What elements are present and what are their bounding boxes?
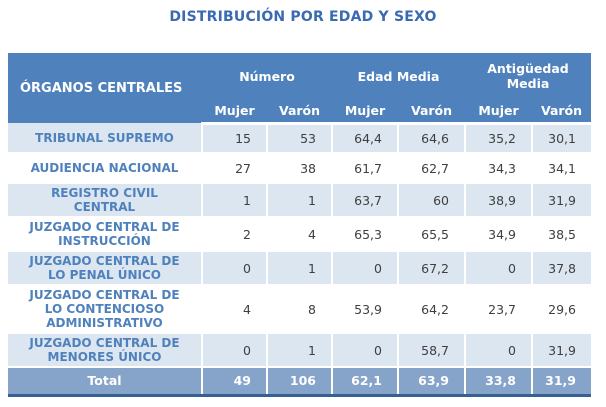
cell-edad-mujer: 53,9 — [332, 285, 399, 334]
cell-antiguedad-varon: 34,1 — [532, 153, 591, 184]
cell-numero-varon: 1 — [267, 251, 333, 286]
cell-edad-varon: 67,2 — [398, 251, 466, 286]
total-edad-varon: 63,9 — [398, 367, 466, 397]
table-header: ÓRGANOS CENTRALES Número Edad Media Anti… — [8, 53, 591, 125]
cell-antiguedad-varon: 31,9 — [532, 183, 591, 218]
page-title: DISTRIBUCIÓN POR EDAD Y SEXO — [169, 9, 437, 25]
cell-edad-varon: 58,7 — [398, 333, 466, 368]
subheader-antiguedad-varon: Varón — [532, 99, 591, 125]
table-footer: Total 49 106 62,1 63,9 33,8 31,9 — [8, 367, 591, 397]
row-label: REGISTRO CIVIL CENTRAL — [8, 183, 203, 218]
table-row: JUZGADO CENTRAL DE INSTRUCCIÓN 2 4 65,3 … — [8, 217, 591, 252]
cell-numero-mujer: 27 — [202, 153, 268, 184]
row-label: JUZGADO CENTRAL DE INSTRUCCIÓN — [8, 217, 203, 252]
total-antiguedad-varon: 31,9 — [532, 367, 591, 397]
cell-numero-varon: 53 — [267, 123, 333, 154]
cell-edad-varon: 60 — [398, 183, 466, 218]
cell-numero-varon: 1 — [267, 333, 333, 368]
group-header-numero: Número — [202, 53, 332, 99]
cell-numero-mujer: 0 — [202, 333, 268, 368]
group-header-antiguedad-media: Antigüedad Media — [465, 53, 591, 99]
cell-antiguedad-varon: 37,8 — [532, 251, 591, 286]
cell-edad-varon: 65,5 — [398, 217, 466, 252]
age-sex-distribution-table: ÓRGANOS CENTRALES Número Edad Media Anti… — [8, 53, 591, 397]
total-numero-varon: 106 — [267, 367, 333, 397]
table-row: JUZGADO CENTRAL DE MENORES ÚNICO 0 1 0 5… — [8, 333, 591, 368]
table-body: TRIBUNAL SUPREMO 15 53 64,4 64,6 35,2 30… — [8, 123, 591, 368]
row-label: JUZGADO CENTRAL DE LO CONTENCIOSO ADMINI… — [8, 285, 203, 334]
cell-numero-varon: 4 — [267, 217, 333, 252]
table-row: AUDIENCIA NACIONAL 27 38 61,7 62,7 34,3 … — [8, 153, 591, 184]
cell-antiguedad-mujer: 23,7 — [465, 285, 533, 334]
cell-edad-varon: 62,7 — [398, 153, 466, 184]
cell-antiguedad-mujer: 0 — [465, 333, 533, 368]
group-header-edad-media-label: Edad Media — [357, 68, 440, 84]
total-row: Total 49 106 62,1 63,9 33,8 31,9 — [8, 367, 591, 397]
cell-antiguedad-varon: 29,6 — [532, 285, 591, 334]
cell-antiguedad-varon: 31,9 — [532, 333, 591, 368]
table-row: JUZGADO CENTRAL DE LO PENAL ÚNICO 0 1 0 … — [8, 251, 591, 286]
subheader-edad-mujer: Mujer — [332, 99, 398, 125]
cell-antiguedad-mujer: 0 — [465, 251, 533, 286]
cell-antiguedad-mujer: 38,9 — [465, 183, 533, 218]
table-row: TRIBUNAL SUPREMO 15 53 64,4 64,6 35,2 30… — [8, 123, 591, 154]
row-label: JUZGADO CENTRAL DE MENORES ÚNICO — [8, 333, 203, 368]
cell-antiguedad-mujer: 34,9 — [465, 217, 533, 252]
cell-edad-varon: 64,6 — [398, 123, 466, 154]
cell-edad-mujer: 64,4 — [332, 123, 399, 154]
cell-numero-mujer: 1 — [202, 183, 268, 218]
cell-edad-mujer: 63,7 — [332, 183, 399, 218]
cell-antiguedad-varon: 30,1 — [532, 123, 591, 154]
row-label: TRIBUNAL SUPREMO — [8, 123, 203, 154]
subheader-edad-varon: Varón — [398, 99, 465, 125]
cell-edad-varon: 64,2 — [398, 285, 466, 334]
group-header-antiguedad-media-label: Antigüedad Media — [487, 61, 569, 91]
table-row: JUZGADO CENTRAL DE LO CONTENCIOSO ADMINI… — [8, 285, 591, 334]
cell-edad-mujer: 61,7 — [332, 153, 399, 184]
table-row: REGISTRO CIVIL CENTRAL 1 1 63,7 60 38,9 … — [8, 183, 591, 218]
cell-numero-varon: 1 — [267, 183, 333, 218]
row-label: JUZGADO CENTRAL DE LO PENAL ÚNICO — [8, 251, 203, 286]
cell-numero-mujer: 2 — [202, 217, 268, 252]
subheader-numero-varon: Varón — [267, 99, 332, 125]
cell-antiguedad-varon: 38,5 — [532, 217, 591, 252]
cell-antiguedad-mujer: 35,2 — [465, 123, 533, 154]
total-edad-mujer: 62,1 — [332, 367, 399, 397]
total-antiguedad-mujer: 33,8 — [465, 367, 533, 397]
total-numero-mujer: 49 — [202, 367, 268, 397]
cell-antiguedad-mujer: 34,3 — [465, 153, 533, 184]
cell-numero-varon: 8 — [267, 285, 333, 334]
cell-numero-mujer: 4 — [202, 285, 268, 334]
cell-edad-mujer: 0 — [332, 333, 399, 368]
subheader-antiguedad-mujer: Mujer — [465, 99, 532, 125]
group-header-numero-label: Número — [239, 68, 295, 84]
corner-header: ÓRGANOS CENTRALES — [8, 53, 202, 123]
header-group-row: ÓRGANOS CENTRALES Número Edad Media Anti… — [8, 53, 591, 123]
cell-edad-mujer: 0 — [332, 251, 399, 286]
header-sub-row: Mujer Varón Mujer Varón Mujer Varón — [8, 99, 591, 125]
cell-numero-mujer: 15 — [202, 123, 268, 154]
group-header-edad-media: Edad Media — [332, 53, 465, 99]
row-label: AUDIENCIA NACIONAL — [8, 153, 203, 184]
cell-numero-varon: 38 — [267, 153, 333, 184]
cell-edad-mujer: 65,3 — [332, 217, 399, 252]
total-label: Total — [8, 367, 203, 397]
cell-numero-mujer: 0 — [202, 251, 268, 286]
subheader-numero-mujer: Mujer — [202, 99, 267, 125]
